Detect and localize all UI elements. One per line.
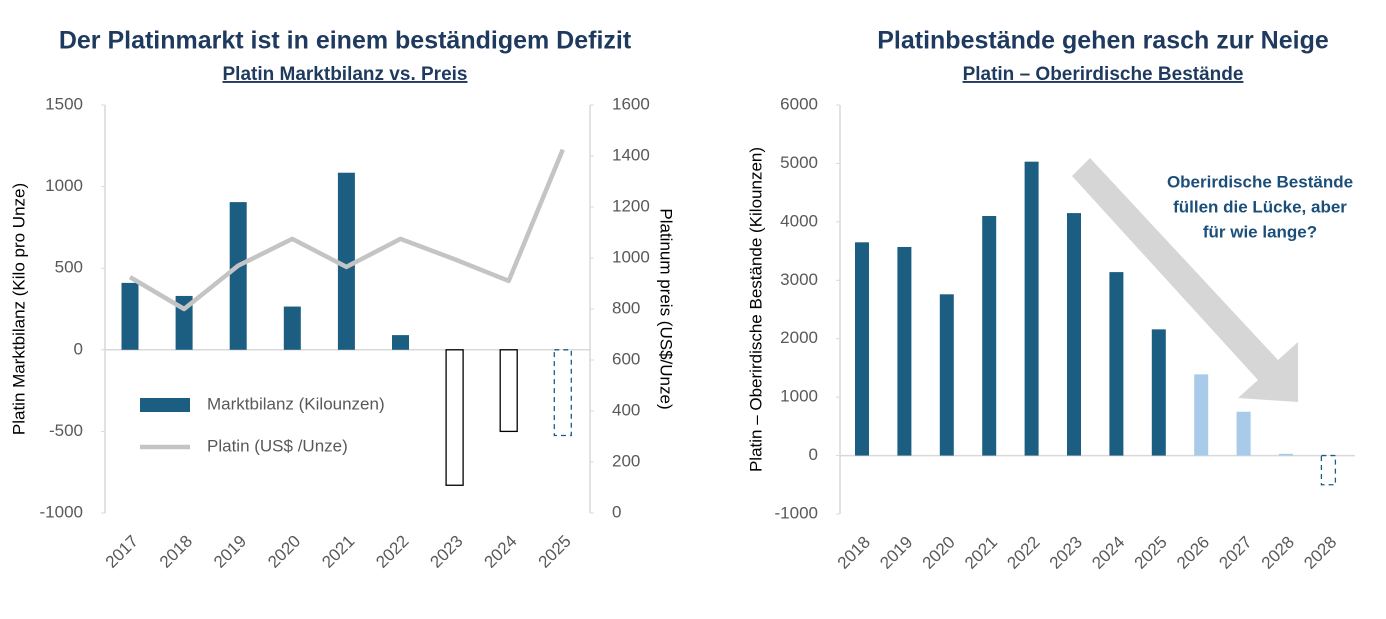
bar xyxy=(175,295,193,350)
y-tick-label: 4000 xyxy=(780,211,818,230)
bar xyxy=(982,216,997,456)
y2-tick-label: 600 xyxy=(612,349,640,368)
y-tick-label: 1000 xyxy=(45,176,83,195)
bar xyxy=(1151,329,1166,456)
legend-label: Marktbilanz (Kilounzen) xyxy=(207,394,385,413)
y-tick-label: 1500 xyxy=(45,94,83,113)
y-tick-label: 5000 xyxy=(780,153,818,172)
y-tick-label: 2000 xyxy=(780,328,818,347)
bar xyxy=(499,349,518,433)
y2-tick-label: 0 xyxy=(612,502,621,521)
chart-title: Der Platinmarkt ist in einem beständigem… xyxy=(59,27,632,55)
bar xyxy=(121,282,139,350)
bar xyxy=(1109,272,1124,456)
y-tick-label: 3000 xyxy=(780,270,818,289)
y-axis-title: Platin Marktbilanz (Kilo pro Unze) xyxy=(9,183,28,435)
y-tick-label: -1000 xyxy=(40,502,83,521)
y2-tick-label: 1600 xyxy=(612,94,650,113)
bar xyxy=(392,335,409,350)
y-tick-label: 6000 xyxy=(780,94,818,113)
chart-subtitle: Platin – Oberirdische Bestände xyxy=(963,64,1244,85)
y2-tick-label: 200 xyxy=(612,451,640,470)
annotation: Oberirdische Bestände xyxy=(1167,172,1353,191)
bar xyxy=(445,349,464,486)
bar xyxy=(855,242,869,456)
legend-label: Platin (US$ /Unze) xyxy=(207,436,348,455)
bar xyxy=(1194,374,1209,456)
line-series xyxy=(128,148,565,312)
bar xyxy=(553,349,572,437)
legend-swatch xyxy=(140,398,190,412)
bar xyxy=(1236,411,1251,456)
bar xyxy=(897,246,912,456)
bar xyxy=(229,202,247,350)
bar xyxy=(939,294,954,456)
y2-tick-label: 1400 xyxy=(612,145,650,164)
y-axis-title: Platin – Oberirdische Bestände (Kilounze… xyxy=(746,147,765,472)
chart-subtitle: Platin Marktbilanz vs. Preis xyxy=(223,64,468,85)
y-tick-label: -1000 xyxy=(775,503,818,522)
bar xyxy=(283,306,301,350)
bar xyxy=(337,172,355,350)
bar xyxy=(1279,453,1293,456)
y2-tick-label: 400 xyxy=(612,400,640,419)
y-tick-label: 1000 xyxy=(780,387,818,406)
y-tick-label: 0 xyxy=(809,445,818,464)
bar xyxy=(1067,213,1081,456)
y-tick-label: -500 xyxy=(49,421,83,440)
trend-arrow xyxy=(1072,158,1298,402)
annotation: für wie lange? xyxy=(1203,222,1317,241)
y2-tick-label: 800 xyxy=(612,298,640,317)
y2-tick-label: 1200 xyxy=(612,196,650,215)
bar xyxy=(1024,161,1039,456)
y-tick-label: 500 xyxy=(55,258,83,277)
chart-title: Platinbestände gehen rasch zur Neige xyxy=(877,27,1329,55)
y2-tick-label: 1000 xyxy=(612,247,650,266)
bar xyxy=(1320,454,1337,486)
y2-axis-title: Platinum preis (US$/Unze) xyxy=(657,208,676,409)
annotation: füllen die Lücke, aber xyxy=(1173,197,1347,216)
y-tick-label: 0 xyxy=(74,339,83,358)
